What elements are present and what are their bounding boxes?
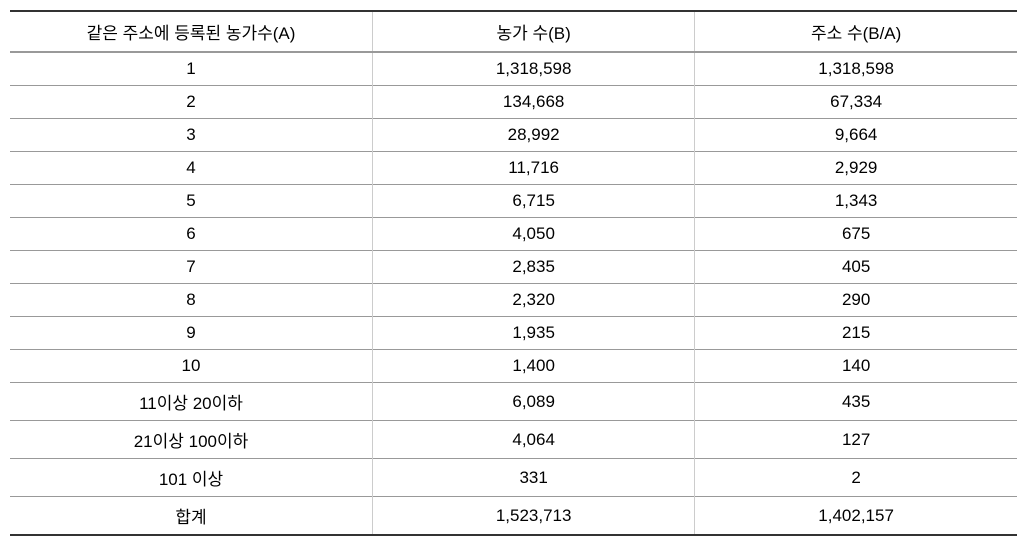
table-row: 10 1,400 140 <box>10 350 1017 383</box>
cell-address-count: 1,318,598 <box>695 52 1017 86</box>
cell-category: 합계 <box>10 497 373 536</box>
table-header-row: 같은 주소에 등록된 농가수(A) 농가 수(B) 주소 수(B/A) <box>10 11 1017 52</box>
cell-category: 7 <box>10 251 373 284</box>
table-row-total: 합계 1,523,713 1,402,157 <box>10 497 1017 536</box>
cell-address-count: 67,334 <box>695 86 1017 119</box>
cell-address-count: 2 <box>695 459 1017 497</box>
data-table: 같은 주소에 등록된 농가수(A) 농가 수(B) 주소 수(B/A) 1 1,… <box>10 10 1017 536</box>
cell-farm-count: 11,716 <box>373 152 695 185</box>
cell-category: 4 <box>10 152 373 185</box>
cell-category: 2 <box>10 86 373 119</box>
cell-farm-count: 331 <box>373 459 695 497</box>
column-header-registered-farms: 같은 주소에 등록된 농가수(A) <box>10 11 373 52</box>
cell-address-count: 2,929 <box>695 152 1017 185</box>
cell-address-count: 127 <box>695 421 1017 459</box>
cell-address-count: 140 <box>695 350 1017 383</box>
column-header-farm-count: 농가 수(B) <box>373 11 695 52</box>
table-row: 8 2,320 290 <box>10 284 1017 317</box>
cell-farm-count: 2,320 <box>373 284 695 317</box>
cell-address-count: 1,343 <box>695 185 1017 218</box>
cell-farm-count: 1,400 <box>373 350 695 383</box>
data-table-container: 같은 주소에 등록된 농가수(A) 농가 수(B) 주소 수(B/A) 1 1,… <box>10 10 1017 536</box>
table-row: 5 6,715 1,343 <box>10 185 1017 218</box>
table-row: 4 11,716 2,929 <box>10 152 1017 185</box>
column-header-address-count: 주소 수(B/A) <box>695 11 1017 52</box>
cell-category: 101 이상 <box>10 459 373 497</box>
table-row: 7 2,835 405 <box>10 251 1017 284</box>
table-row: 9 1,935 215 <box>10 317 1017 350</box>
cell-farm-count: 6,715 <box>373 185 695 218</box>
cell-address-count: 290 <box>695 284 1017 317</box>
table-row: 21이상 100이하 4,064 127 <box>10 421 1017 459</box>
cell-address-count: 1,402,157 <box>695 497 1017 536</box>
cell-farm-count: 4,050 <box>373 218 695 251</box>
cell-category: 11이상 20이하 <box>10 383 373 421</box>
cell-category: 9 <box>10 317 373 350</box>
cell-address-count: 675 <box>695 218 1017 251</box>
cell-farm-count: 1,318,598 <box>373 52 695 86</box>
cell-farm-count: 134,668 <box>373 86 695 119</box>
cell-category: 1 <box>10 52 373 86</box>
cell-category: 8 <box>10 284 373 317</box>
cell-category: 10 <box>10 350 373 383</box>
cell-farm-count: 6,089 <box>373 383 695 421</box>
cell-farm-count: 4,064 <box>373 421 695 459</box>
cell-address-count: 435 <box>695 383 1017 421</box>
table-row: 2 134,668 67,334 <box>10 86 1017 119</box>
cell-farm-count: 2,835 <box>373 251 695 284</box>
cell-address-count: 405 <box>695 251 1017 284</box>
table-row: 1 1,318,598 1,318,598 <box>10 52 1017 86</box>
table-row: 3 28,992 9,664 <box>10 119 1017 152</box>
cell-category: 6 <box>10 218 373 251</box>
cell-address-count: 9,664 <box>695 119 1017 152</box>
table-row: 101 이상 331 2 <box>10 459 1017 497</box>
table-row: 11이상 20이하 6,089 435 <box>10 383 1017 421</box>
cell-category: 5 <box>10 185 373 218</box>
table-body: 1 1,318,598 1,318,598 2 134,668 67,334 3… <box>10 52 1017 535</box>
cell-category: 21이상 100이하 <box>10 421 373 459</box>
table-row: 6 4,050 675 <box>10 218 1017 251</box>
cell-address-count: 215 <box>695 317 1017 350</box>
cell-category: 3 <box>10 119 373 152</box>
cell-farm-count: 1,935 <box>373 317 695 350</box>
cell-farm-count: 1,523,713 <box>373 497 695 536</box>
cell-farm-count: 28,992 <box>373 119 695 152</box>
